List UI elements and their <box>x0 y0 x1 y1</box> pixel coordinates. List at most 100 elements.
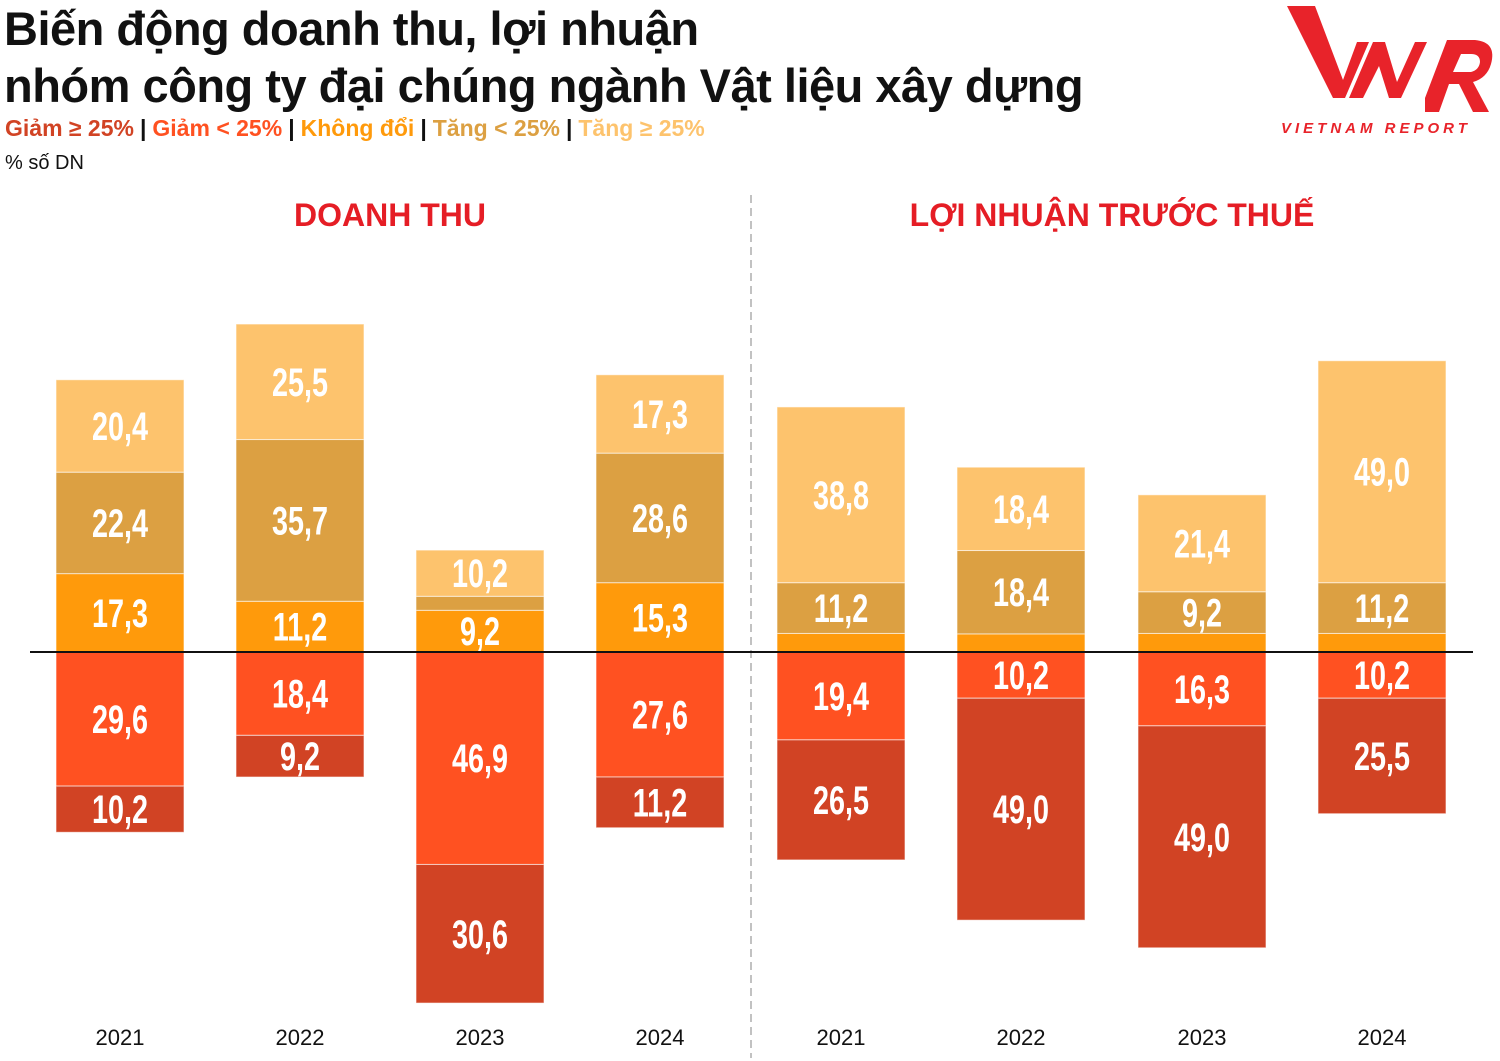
bar-segment <box>55 785 185 833</box>
legend-item: Tăng ≥ 25% <box>578 115 705 141</box>
bar-segment <box>1317 582 1447 634</box>
bar-segment <box>956 697 1086 921</box>
bar-segment <box>235 651 365 736</box>
bar-segment <box>776 582 906 634</box>
bar-segment <box>1137 651 1267 727</box>
data-label: 18,4 <box>993 487 1050 532</box>
data-label: 49,0 <box>993 788 1049 833</box>
bar-segment <box>415 549 545 597</box>
x-tick-label: 2023 <box>456 1025 505 1050</box>
x-tick-label: 2021 <box>96 1025 145 1050</box>
data-label: 28,6 <box>632 496 688 541</box>
panel-title: LỢI NHUẬN TRƯỚC THUẾ <box>910 197 1315 233</box>
bar-segment <box>55 379 185 473</box>
bar-segment <box>235 323 365 441</box>
x-tick-label: 2022 <box>276 1025 325 1050</box>
bar-segment <box>415 595 545 611</box>
data-label: 20,4 <box>92 404 149 449</box>
legend-item: Giảm < 25% <box>152 115 283 141</box>
bar-segment <box>595 452 725 584</box>
logo-n-shape <box>1349 42 1427 98</box>
data-label: 25,5 <box>272 360 328 405</box>
bar-segment <box>595 582 725 653</box>
data-label: 11,2 <box>814 586 868 631</box>
title-line-2: nhóm công ty đại chúng ngành Vật liệu xâ… <box>4 59 1084 112</box>
chart-title: Biến động doanh thu, lợi nhuận nhóm công… <box>4 0 1084 114</box>
data-label: 29,6 <box>92 697 148 742</box>
data-label: 38,8 <box>813 473 869 518</box>
vnr-logo: VIETNAM REPORT <box>1281 6 1493 137</box>
legend-separator: | <box>288 115 295 141</box>
legend-separator: | <box>139 115 147 141</box>
bar-segment <box>1137 725 1267 949</box>
panel-title: DOANH THU <box>294 197 486 233</box>
x-tick-label: 2021 <box>817 1025 866 1050</box>
bar-segment <box>956 633 1086 653</box>
x-tick-label: 2022 <box>997 1025 1046 1050</box>
data-label: 11,2 <box>633 781 687 826</box>
data-label: 26,5 <box>813 778 869 823</box>
bar-segment <box>1317 697 1447 815</box>
x-tick-label: 2023 <box>1178 1025 1227 1050</box>
bar-segment <box>415 651 545 865</box>
bar-segment <box>776 406 906 584</box>
bar-segment <box>235 439 365 602</box>
bar-segment <box>595 776 725 829</box>
x-tick-label: 2024 <box>636 1025 685 1050</box>
legend-item: Không đổi <box>300 115 415 141</box>
logo-subtext: VIETNAM REPORT <box>1281 120 1471 137</box>
data-label: 21,4 <box>1174 522 1231 567</box>
data-label: 22,4 <box>92 501 149 546</box>
bar-segment <box>776 739 906 861</box>
bar-segment <box>55 651 185 787</box>
data-label: 49,0 <box>1174 815 1230 860</box>
bar-segment <box>776 632 906 653</box>
data-label: 10,2 <box>1354 654 1410 699</box>
data-label: 27,6 <box>632 693 688 738</box>
data-label: 15,3 <box>632 596 688 641</box>
legend-item: Giảm ≥ 25% <box>5 115 134 141</box>
logo-v-shape <box>1287 6 1369 98</box>
bar-segment <box>235 600 365 653</box>
legend-separator: | <box>420 115 427 141</box>
data-label: 18,4 <box>993 571 1050 616</box>
bar-segment <box>956 550 1086 635</box>
data-label: 9,2 <box>460 610 500 655</box>
data-label: 10,2 <box>452 552 508 597</box>
x-tick-label: 2024 <box>1358 1025 1407 1050</box>
bar-segment <box>595 374 725 454</box>
bar-segment <box>1137 494 1267 593</box>
bar-segment <box>415 863 545 1004</box>
bar-segment <box>55 471 185 575</box>
unit-label: % số DN <box>5 152 84 174</box>
bar-segment <box>956 466 1086 552</box>
bar-segment <box>1137 632 1267 653</box>
data-label: 49,0 <box>1354 450 1410 495</box>
bar-segment <box>776 651 906 741</box>
data-label: 11,2 <box>1355 586 1409 631</box>
legend-item: Tăng < 25% <box>432 115 560 141</box>
data-label: 9,2 <box>1182 591 1222 636</box>
data-label: 35,7 <box>272 499 328 544</box>
bar-segment <box>415 609 545 653</box>
logo-r-shape <box>1425 40 1493 112</box>
legend-separator: | <box>565 115 573 141</box>
data-label: 10,2 <box>92 788 148 833</box>
data-label: 17,3 <box>632 392 688 437</box>
title-line-1: Biến động doanh thu, lợi nhuận <box>4 2 699 55</box>
data-label: 46,9 <box>452 737 508 782</box>
bar-segment <box>235 734 365 778</box>
data-label: 11,2 <box>273 605 327 650</box>
bar-segment <box>55 573 185 653</box>
bar-segment <box>1317 360 1447 584</box>
data-label: 9,2 <box>280 735 320 780</box>
legend: Giảm ≥ 25% | Giảm < 25% | Không đổi | Tăng < 2… <box>5 115 705 142</box>
data-label: 16,3 <box>1174 667 1230 712</box>
data-label: 30,6 <box>452 912 508 957</box>
data-label: 18,4 <box>272 672 329 717</box>
data-label: 25,5 <box>1354 734 1410 779</box>
data-label: 17,3 <box>92 591 148 636</box>
bar-segment <box>1317 632 1447 653</box>
data-label: 19,4 <box>813 674 870 719</box>
